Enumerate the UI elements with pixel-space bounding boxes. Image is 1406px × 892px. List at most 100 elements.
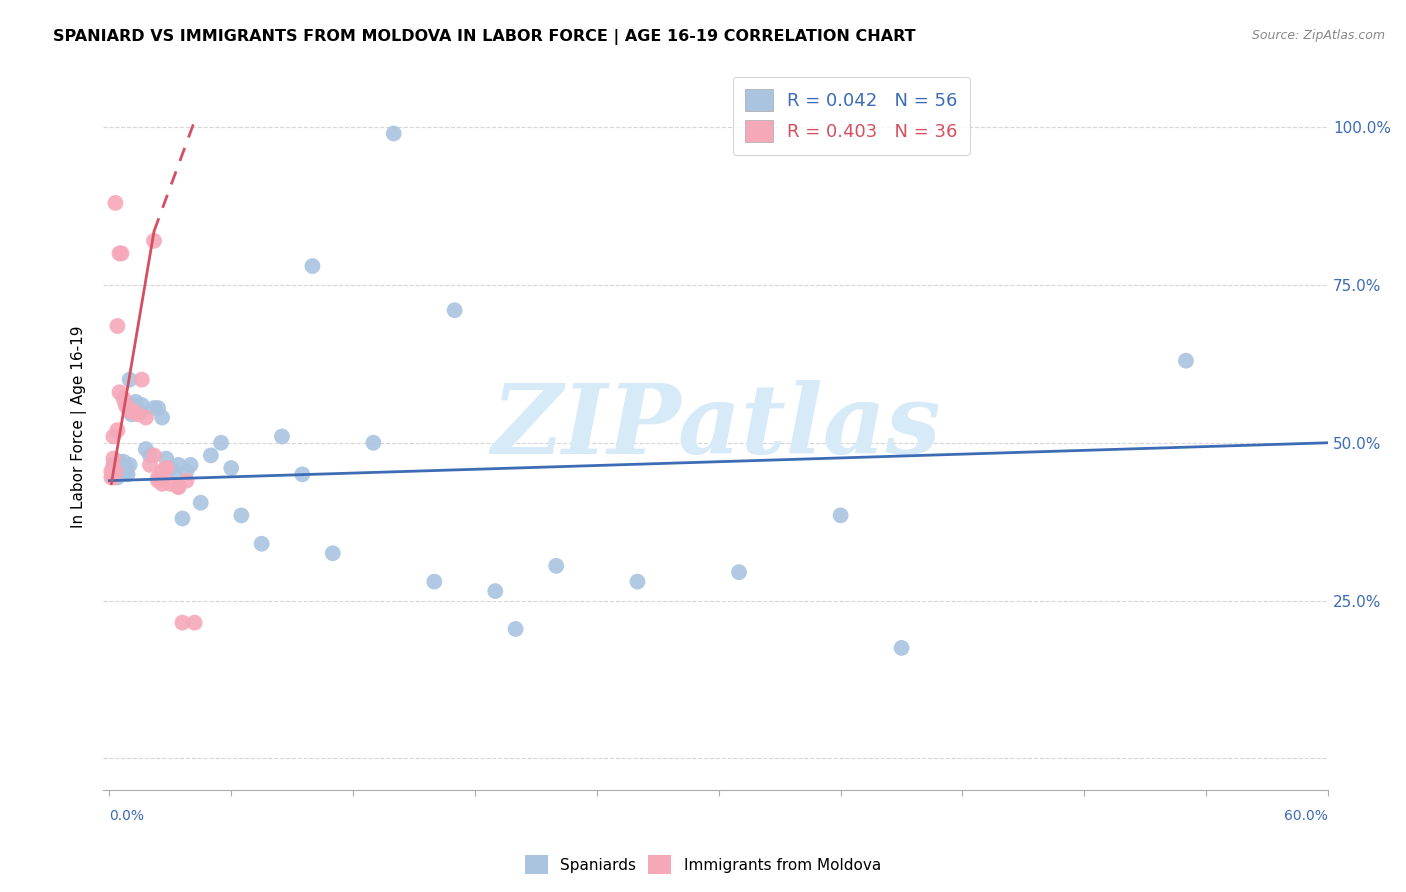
Point: [291, 467, 314, 482]
Point: [103, 451, 125, 466]
Point: [159, 461, 181, 475]
Point: [150, 464, 173, 478]
Point: [110, 467, 132, 482]
Point: [103, 464, 125, 478]
Point: [131, 398, 153, 412]
Point: [107, 318, 129, 333]
Point: [114, 461, 136, 475]
Point: [125, 394, 148, 409]
Point: [122, 401, 145, 415]
Point: [159, 476, 181, 491]
Point: [163, 464, 186, 478]
Point: [103, 429, 125, 443]
Point: [146, 470, 169, 484]
Point: [127, 408, 149, 422]
Point: [183, 615, 205, 630]
Point: [110, 458, 132, 472]
Point: [107, 423, 129, 437]
Point: [103, 458, 125, 472]
Point: [108, 464, 131, 478]
Point: [112, 464, 135, 478]
Point: [176, 474, 198, 488]
Point: [104, 464, 127, 478]
Point: [146, 401, 169, 415]
Point: [122, 404, 145, 418]
Point: [546, 558, 568, 573]
Point: [135, 442, 157, 456]
Point: [382, 127, 405, 141]
Point: [231, 508, 253, 523]
Point: [104, 195, 127, 210]
Point: [143, 234, 166, 248]
Point: [128, 404, 150, 418]
Point: [117, 467, 139, 482]
Point: [150, 410, 173, 425]
Point: [626, 574, 648, 589]
Point: [1174, 353, 1197, 368]
Point: [118, 373, 141, 387]
Text: 0.0%: 0.0%: [110, 809, 145, 823]
Point: [143, 449, 166, 463]
Point: [301, 259, 323, 273]
Text: ZIPatlas: ZIPatlas: [491, 380, 941, 474]
Point: [117, 401, 139, 415]
Point: [155, 461, 177, 475]
Point: [107, 470, 129, 484]
Point: [172, 615, 194, 630]
Text: 60.0%: 60.0%: [1284, 809, 1329, 823]
Point: [112, 455, 135, 469]
Point: [108, 246, 131, 260]
Point: [484, 584, 506, 599]
Point: [728, 565, 751, 579]
Point: [139, 458, 162, 472]
Point: [363, 435, 385, 450]
Legend: Spaniards, Immigrants from Moldova: Spaniards, Immigrants from Moldova: [519, 849, 887, 880]
Point: [108, 455, 131, 469]
Point: [150, 476, 173, 491]
Point: [271, 429, 294, 443]
Legend: R = 0.042   N = 56, R = 0.403   N = 36: R = 0.042 N = 56, R = 0.403 N = 36: [733, 77, 970, 155]
Point: [146, 474, 169, 488]
Point: [219, 461, 242, 475]
Point: [110, 246, 132, 260]
Point: [114, 398, 136, 412]
Point: [209, 435, 232, 450]
Point: [505, 622, 527, 636]
Point: [443, 303, 465, 318]
Point: [112, 392, 135, 406]
Point: [322, 546, 344, 560]
Point: [250, 537, 273, 551]
Point: [107, 461, 129, 475]
Point: [122, 398, 145, 412]
Point: [176, 464, 198, 478]
Point: [108, 385, 131, 400]
Point: [100, 470, 122, 484]
Text: Source: ZipAtlas.com: Source: ZipAtlas.com: [1251, 29, 1385, 42]
Point: [139, 449, 162, 463]
Point: [155, 461, 177, 475]
Point: [118, 458, 141, 472]
Point: [103, 461, 125, 475]
Point: [423, 574, 446, 589]
Point: [135, 410, 157, 425]
Point: [167, 480, 190, 494]
Point: [167, 458, 190, 472]
Point: [100, 464, 122, 478]
Point: [167, 480, 190, 494]
Point: [103, 470, 125, 484]
Point: [121, 408, 143, 422]
Point: [200, 449, 222, 463]
Text: SPANIARD VS IMMIGRANTS FROM MOLDOVA IN LABOR FORCE | AGE 16-19 CORRELATION CHART: SPANIARD VS IMMIGRANTS FROM MOLDOVA IN L…: [53, 29, 917, 45]
Point: [114, 464, 136, 478]
Point: [172, 511, 194, 525]
Point: [143, 401, 166, 415]
Point: [118, 404, 141, 418]
Point: [890, 640, 912, 655]
Y-axis label: In Labor Force | Age 16-19: In Labor Force | Age 16-19: [72, 326, 87, 528]
Point: [830, 508, 852, 523]
Point: [180, 458, 202, 472]
Point: [155, 451, 177, 466]
Point: [190, 496, 212, 510]
Point: [131, 373, 153, 387]
Point: [104, 467, 127, 482]
